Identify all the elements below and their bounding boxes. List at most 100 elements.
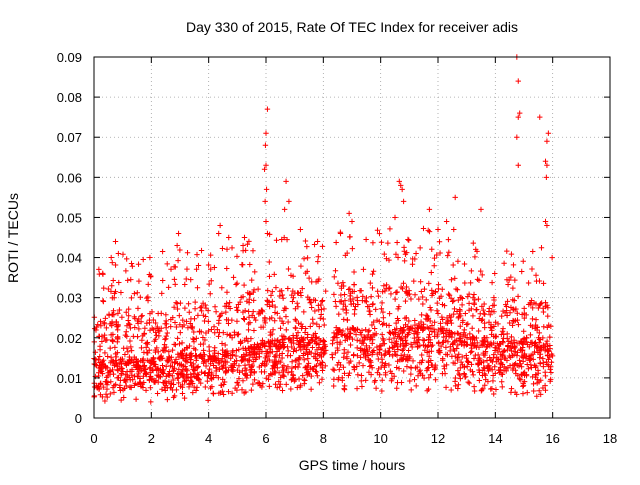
data-point [387,368,394,374]
data-point [488,342,495,348]
data-point [547,334,553,340]
data-point [97,359,103,366]
data-point [93,324,100,330]
data-point [467,280,474,286]
data-point [124,345,130,351]
data-point [405,347,412,354]
data-point [374,317,380,324]
data-point [481,341,487,347]
data-point [173,387,180,393]
data-point [349,288,356,295]
data-point [409,344,415,350]
data-point [269,331,275,337]
data-point [459,302,465,308]
data-point [148,399,154,405]
data-point [386,336,392,342]
data-point [128,344,134,350]
data-point [293,325,299,331]
data-point [208,278,214,284]
data-point [432,289,439,295]
data-point [400,198,407,205]
data-point [104,365,110,371]
data-point [283,178,289,185]
data-point [175,230,182,237]
data-point [452,383,459,389]
data-point [152,349,159,355]
data-point [118,397,124,403]
data-point [284,236,290,243]
data-point [242,247,249,254]
data-point [134,290,141,296]
data-point [439,316,446,323]
data-point [136,278,142,284]
data-point [419,327,426,334]
data-point [540,355,546,362]
data-point [464,334,470,341]
data-point [269,337,275,343]
data-point [448,295,454,301]
data-point [480,359,487,365]
data-point [347,286,353,292]
data-point [343,333,350,340]
data-point [252,269,258,275]
data-point [465,293,471,300]
x-tick-label: 2 [148,431,155,446]
data-point [443,218,450,225]
data-point [330,337,336,343]
data-point [192,306,198,312]
data-point [224,289,230,295]
data-point [359,383,365,390]
data-point [294,335,300,342]
data-point [357,287,363,294]
data-point [399,337,406,344]
data-point [526,357,533,364]
data-point [500,340,506,346]
data-point [402,251,409,258]
data-point [277,288,283,294]
data-point [370,240,376,246]
data-point [192,347,199,353]
data-point [246,299,252,306]
data-point [286,198,292,205]
y-tick-label: 0.01 [57,371,82,386]
data-point [104,337,110,343]
data-point [400,346,406,352]
data-point [432,365,438,371]
data-point [164,396,171,403]
data-point [162,336,168,343]
data-point [210,374,217,381]
data-point [285,266,292,272]
data-point [125,317,131,324]
data-point [523,354,530,360]
y-tick-label: 0.02 [57,331,82,346]
data-point [321,345,327,351]
data-point [480,307,486,313]
data-point [114,349,121,356]
data-point [198,304,205,310]
data-point [392,326,398,333]
data-point [244,241,251,247]
data-point [541,324,547,330]
data-point [168,354,175,361]
data-point [452,360,458,367]
data-point [520,390,526,397]
data-point [379,300,385,306]
data-point [116,279,122,286]
data-point [301,255,307,262]
data-point [224,353,230,359]
data-point [470,240,476,246]
data-point [386,345,393,351]
axes [93,56,611,419]
data-point [127,338,133,344]
data-point [451,340,457,346]
data-point [248,364,255,371]
data-point [216,366,223,373]
data-point [404,290,410,296]
data-point [381,251,388,257]
data-point [223,368,230,374]
data-point [521,378,528,385]
data-point [118,372,124,378]
data-point [369,351,375,358]
